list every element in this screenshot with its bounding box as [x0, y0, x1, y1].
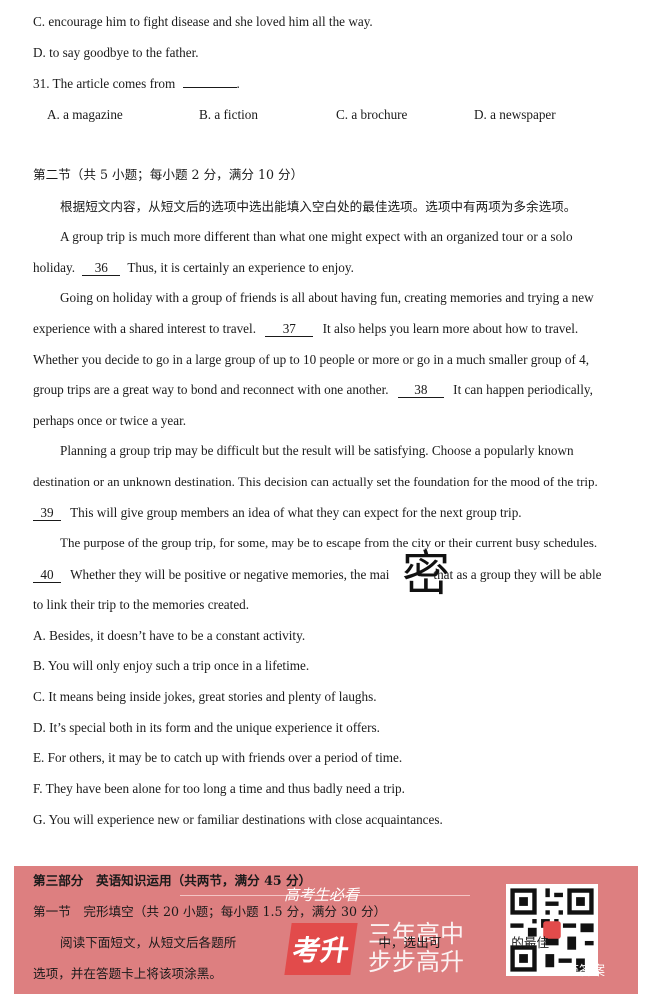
choice-g: G. You will experience new or familiar d… — [33, 812, 443, 827]
q31-stem-line: 31. The article comes from . — [33, 76, 650, 92]
passage-p3-line2: destination or an unknown destination. T… — [33, 474, 598, 489]
q31-option-c: C. a brochure — [336, 107, 408, 122]
part3-instr-text: 中，选出可 — [378, 935, 442, 950]
passage-p4-line1: The purpose of the group trip, for some,… — [60, 535, 598, 550]
section2-instruction: 根据短文内容，从短文后的选项中选出能填入空白处的最佳选项。选项中有两项为多余选项… — [60, 199, 577, 214]
passage-p4-line2: 40 Whether they will be positive or nega… — [33, 567, 650, 583]
passage-text: It also helps you learn more about how t… — [322, 321, 579, 336]
choice-e: E. For others, it may be to catch up wit… — [33, 750, 403, 765]
part3-section1: 第一节 完形填空（共 20 小题；每小题 1.5 分，满分 30 分） — [33, 904, 387, 919]
passage-text: Whether they will be positive or negativ… — [70, 567, 390, 582]
blank-38: 38 — [397, 383, 444, 398]
passage-text: experience with a shared interest to tra… — [33, 321, 256, 336]
q31-blank — [182, 87, 237, 88]
part3-instr-text: 的最佳 — [511, 935, 550, 950]
watermark-char: 密 — [402, 546, 451, 602]
blank-37: 37 — [265, 322, 314, 337]
q31-option-d: D. a newspaper — [474, 107, 556, 122]
passage-p1-line2: holiday. 36 Thus, it is certainly an exp… — [33, 260, 650, 276]
passage-p2-line4: group trips are a great way to bond and … — [33, 382, 650, 398]
part3-header: 第三部分 英语知识运用（共两节，满分 45 分） — [33, 873, 312, 888]
q31-option-a: A. a magazine — [47, 107, 123, 122]
qr-label: 获答案 — [566, 964, 606, 979]
q31-end: . — [236, 76, 240, 91]
part3-instruction-line1: 阅读下面短文，从短文后各题所 中，选出可 的最佳 — [60, 935, 650, 951]
section2-header: 第二节（共 5 小题；每小题 2 分，满分 10 分） — [33, 167, 304, 182]
passage-p2-line5: perhaps once or twice a year. — [33, 413, 187, 428]
passage-text: Thus, it is certainly an experience to e… — [127, 260, 354, 275]
q31-option-b: B. a fiction — [199, 107, 258, 122]
q30-option-c: C. encourage him to fight disease and sh… — [33, 14, 373, 29]
choice-b: B. You will only enjoy such a trip once … — [33, 658, 310, 673]
ad-slogan-line2: 步步高升 — [368, 948, 464, 976]
passage-text: This will give group members an idea of … — [70, 505, 522, 520]
blank-36: 36 — [82, 261, 121, 276]
passage-p2-line1: Going on holiday with a group of friends… — [60, 290, 594, 305]
passage-text: group trips are a great way to bond and … — [33, 382, 389, 397]
ad-divider — [180, 895, 470, 896]
passage-text: holiday. — [33, 260, 75, 275]
qr-code-icon[interactable] — [506, 884, 598, 976]
ad-hint: 高考生必看 — [284, 886, 360, 904]
choice-c: C. It means being inside jokes, great st… — [33, 689, 377, 704]
passage-p2-line2: experience with a shared interest to tra… — [33, 321, 650, 337]
q30-option-d: D. to say goodbye to the father. — [33, 45, 199, 60]
choice-d: D. It’s special both in its form and the… — [33, 720, 380, 735]
part3-instruction-line2: 选项，并在答题卡上将该项涂黑。 — [33, 966, 222, 981]
passage-p3-line3: 39 This will give group members an idea … — [33, 505, 650, 521]
passage-text: It can happen periodically, — [453, 382, 593, 397]
q31-stem: 31. The article comes from — [33, 76, 176, 91]
passage-p3-line1: Planning a group trip may be difficult b… — [60, 443, 574, 458]
passage-p1-line1: A group trip is much more different than… — [60, 229, 573, 244]
passage-p2-line3: Whether you decide to go in a large grou… — [33, 352, 590, 367]
choice-a: A. Besides, it doesn’t have to be a cons… — [33, 628, 306, 643]
ad-slogan: 三年高中 步步高升 — [368, 920, 464, 976]
part3-instr-text: 阅读下面短文，从短文后各题所 — [60, 935, 237, 950]
ad-slogan-line1: 三年高中 — [368, 920, 464, 948]
blank-40: 40 — [33, 568, 61, 583]
blank-39: 39 — [33, 506, 61, 521]
passage-text: that as a group they will be able — [433, 567, 602, 582]
choice-f: F. They have been alone for too long a t… — [33, 781, 405, 796]
passage-p4-line3: to link their trip to the memories creat… — [33, 597, 250, 612]
